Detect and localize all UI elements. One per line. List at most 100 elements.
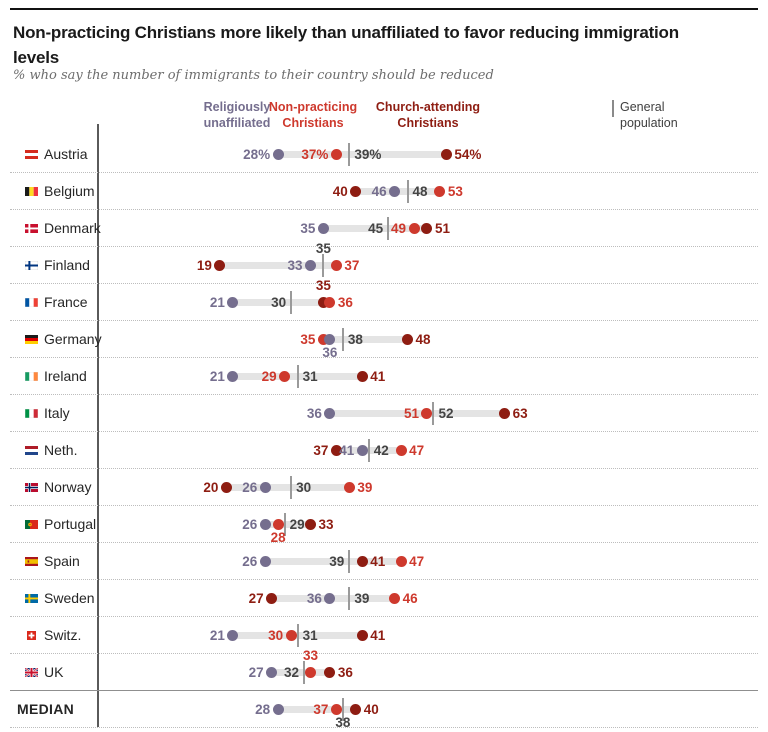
dot-unaffiliated xyxy=(227,371,239,382)
chart-row-sweden: Sweden 27 36 39 46 xyxy=(10,580,758,617)
value-label-general: 29 xyxy=(289,517,305,532)
chart-title: Non-practicing Christians more likely th… xyxy=(13,23,679,67)
range-bar xyxy=(219,262,337,269)
range-bar xyxy=(323,336,408,343)
value-label-unaffiliated: 33 xyxy=(287,258,303,273)
chart-row-belgium: Belgium 40 46 48 53 xyxy=(10,173,758,210)
range-bar xyxy=(323,225,427,232)
chart-row-ireland: Ireland 21 29 31 41 xyxy=(10,358,758,395)
value-label-church: 33 xyxy=(318,517,334,532)
value-label-church: 35 xyxy=(315,278,331,293)
value-label-unaffiliated: 36 xyxy=(306,406,322,421)
value-label-church: 20 xyxy=(203,480,219,495)
dot-nonpracticing xyxy=(272,519,284,530)
dot-unaffiliated xyxy=(259,519,271,530)
value-label-general: 31 xyxy=(302,369,318,384)
dot-nonpracticing xyxy=(317,334,329,345)
dot-unaffiliated xyxy=(324,408,336,419)
dot-nonpracticing xyxy=(395,556,407,567)
country-label: UK xyxy=(44,664,64,680)
value-label-nonpracticing: 47 xyxy=(409,443,425,458)
value-label-general: 39 xyxy=(354,591,370,606)
chart-row-finland: Finland 19 33 35 37 xyxy=(10,242,758,284)
value-label-church: 40 xyxy=(332,184,348,199)
general-population-marker xyxy=(348,143,351,166)
value-label-general: 38 xyxy=(335,715,351,730)
dot-unaffiliated xyxy=(259,482,271,493)
chart-subtitle: % who say the number of immigrants to th… xyxy=(13,68,494,83)
dot-nonpracticing xyxy=(285,630,297,641)
range-bar xyxy=(265,558,402,565)
general-population-marker xyxy=(290,291,293,314)
value-label-church: 63 xyxy=(512,406,528,421)
dot-unaffiliated xyxy=(227,297,239,308)
value-label-general: 39% xyxy=(354,147,382,162)
general-population-marker xyxy=(303,661,306,684)
country-label: Switz. xyxy=(44,627,82,643)
value-label-unaffiliated: 36 xyxy=(306,591,322,606)
dot-nonpracticing xyxy=(305,667,316,678)
flag-icon-portugal xyxy=(25,520,38,529)
dot-church xyxy=(214,260,226,271)
general-population-marker xyxy=(406,180,409,203)
top-rule xyxy=(10,8,758,10)
value-label-nonpracticing: 47 xyxy=(409,554,425,569)
dot-nonpracticing xyxy=(279,371,291,382)
legend-church-attending-christians: Church-attending Christians xyxy=(375,100,481,130)
value-label-church: 27 xyxy=(248,591,264,606)
flag-icon-uk xyxy=(25,668,38,677)
value-label-general: 35 xyxy=(315,241,331,256)
chart-row-france: France 21 30 35 36 xyxy=(10,279,758,321)
value-label-general: 52 xyxy=(438,406,454,421)
flag-icon-italy xyxy=(25,409,38,418)
country-label: Spain xyxy=(44,553,80,569)
dot-unaffiliated xyxy=(266,667,278,678)
dot-church xyxy=(356,371,368,382)
dot-nonpracticing xyxy=(324,297,336,308)
flag-icon-france xyxy=(25,298,38,307)
range-bar xyxy=(232,299,330,306)
value-label-general: 39 xyxy=(329,554,345,569)
chart-row-uk: UK 27 32 33 36 xyxy=(10,649,758,691)
general-population-marker xyxy=(341,328,344,351)
flag-icon-netherlands xyxy=(25,446,38,455)
general-population-marker xyxy=(296,624,299,647)
flag-icon-germany xyxy=(25,335,38,344)
value-label-unaffiliated: 36 xyxy=(322,345,338,360)
y-axis-line xyxy=(97,124,99,727)
flag-icon-austria xyxy=(25,150,38,159)
general-population-marker xyxy=(367,439,370,462)
general-population-marker xyxy=(322,254,325,277)
value-label-general: 32 xyxy=(284,665,300,680)
dot-unaffiliated xyxy=(324,593,336,604)
chart-row-norway: Norway 20 26 30 39 xyxy=(10,469,758,506)
value-label-nonpracticing: 51 xyxy=(403,406,419,421)
chart-rows: Austria 28% 37% 39% 54% Belgium 40 46 48 53 Denmar… xyxy=(10,136,758,730)
flag-icon-spain xyxy=(25,557,38,566)
country-label: Portugal xyxy=(44,516,97,532)
dot-church xyxy=(402,334,414,345)
country-label: Denmark xyxy=(44,220,101,236)
value-label-unaffiliated: 26 xyxy=(242,517,258,532)
value-label-nonpracticing: 39 xyxy=(357,480,373,495)
range-bar xyxy=(278,706,356,713)
dot-church xyxy=(266,593,278,604)
value-label-unaffiliated: 27 xyxy=(248,665,264,680)
value-label-nonpracticing: 33 xyxy=(302,648,319,663)
general-population-marker xyxy=(296,365,299,388)
value-label-nonpracticing: 35 xyxy=(300,332,316,347)
country-label: Finland xyxy=(44,257,90,273)
chart-row-switz: Switz. 21 30 31 41 xyxy=(10,617,758,654)
legend-general-population-label: General population xyxy=(620,100,678,130)
value-label-unaffiliated: 26 xyxy=(242,480,258,495)
dot-church xyxy=(356,556,368,567)
flag-icon-belgium xyxy=(25,187,38,196)
general-population-marker xyxy=(341,698,344,721)
value-label-general: 30 xyxy=(296,480,312,495)
dot-church xyxy=(317,297,329,308)
flag-icon-switzerland xyxy=(25,631,38,640)
dot-church xyxy=(421,223,433,234)
dot-nonpracticing xyxy=(330,704,342,715)
dot-church xyxy=(356,630,368,641)
value-label-church: 41 xyxy=(370,554,386,569)
